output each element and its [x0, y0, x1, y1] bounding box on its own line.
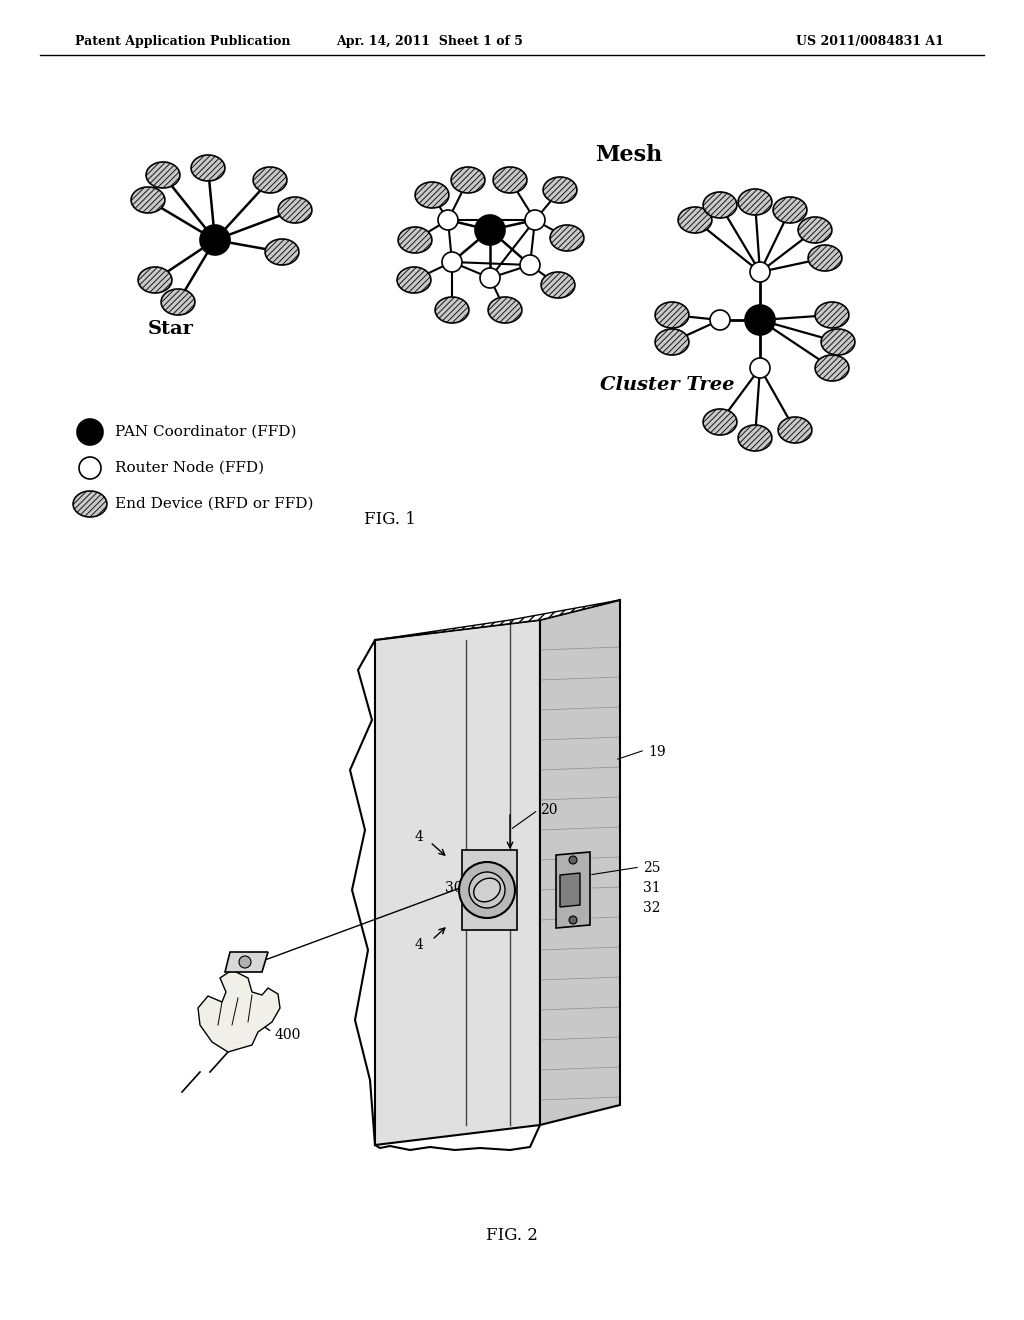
Polygon shape — [398, 227, 432, 253]
Circle shape — [79, 457, 101, 479]
Circle shape — [200, 224, 230, 255]
Text: Patent Application Publication: Patent Application Publication — [75, 36, 291, 49]
Circle shape — [442, 252, 462, 272]
Polygon shape — [550, 224, 584, 251]
Circle shape — [438, 210, 458, 230]
Polygon shape — [703, 191, 737, 218]
Polygon shape — [462, 850, 517, 931]
Text: Cluster Tree: Cluster Tree — [600, 376, 734, 393]
Text: PAN Coordinator (FFD): PAN Coordinator (FFD) — [115, 425, 297, 440]
Circle shape — [710, 310, 730, 330]
Polygon shape — [198, 970, 280, 1052]
Polygon shape — [375, 601, 620, 640]
Polygon shape — [253, 168, 287, 193]
Polygon shape — [543, 177, 577, 203]
Polygon shape — [655, 302, 689, 327]
Text: FIG. 1: FIG. 1 — [365, 511, 416, 528]
Polygon shape — [821, 329, 855, 355]
Circle shape — [239, 956, 251, 968]
Polygon shape — [73, 491, 106, 517]
Polygon shape — [452, 168, 485, 193]
Polygon shape — [703, 409, 737, 436]
Text: 19: 19 — [648, 744, 666, 759]
Polygon shape — [225, 952, 268, 972]
Polygon shape — [161, 289, 195, 315]
Polygon shape — [541, 272, 574, 298]
Text: Mesh: Mesh — [595, 144, 663, 166]
Circle shape — [520, 255, 540, 275]
Circle shape — [569, 916, 577, 924]
Text: 32: 32 — [643, 902, 660, 915]
Circle shape — [77, 418, 103, 445]
Circle shape — [745, 305, 775, 335]
Polygon shape — [738, 425, 772, 451]
Polygon shape — [488, 297, 522, 323]
Polygon shape — [678, 207, 712, 234]
Polygon shape — [778, 417, 812, 444]
Polygon shape — [815, 355, 849, 381]
Circle shape — [469, 873, 505, 908]
Text: 20: 20 — [540, 803, 557, 817]
Polygon shape — [540, 601, 620, 1125]
Polygon shape — [265, 239, 299, 265]
Polygon shape — [415, 182, 449, 209]
Polygon shape — [560, 873, 580, 907]
Polygon shape — [131, 187, 165, 213]
Polygon shape — [494, 168, 527, 193]
Text: 4: 4 — [415, 830, 424, 843]
Circle shape — [475, 215, 505, 246]
Text: 31: 31 — [643, 880, 660, 895]
Text: Router Node (FFD): Router Node (FFD) — [115, 461, 264, 475]
Text: FIG. 2: FIG. 2 — [486, 1226, 538, 1243]
Text: 400: 400 — [275, 1028, 301, 1041]
Circle shape — [750, 358, 770, 378]
Polygon shape — [798, 216, 831, 243]
Circle shape — [525, 210, 545, 230]
Ellipse shape — [474, 878, 501, 902]
Polygon shape — [815, 302, 849, 327]
Text: 30: 30 — [445, 880, 463, 895]
Text: End Device (RFD or FFD): End Device (RFD or FFD) — [115, 498, 313, 511]
Polygon shape — [138, 267, 172, 293]
Polygon shape — [773, 197, 807, 223]
Polygon shape — [279, 197, 312, 223]
Text: Star: Star — [148, 319, 194, 338]
Polygon shape — [556, 851, 590, 928]
Polygon shape — [146, 162, 180, 187]
Polygon shape — [397, 267, 431, 293]
Polygon shape — [738, 189, 772, 215]
Text: 25: 25 — [643, 861, 660, 875]
Circle shape — [480, 268, 500, 288]
Circle shape — [569, 855, 577, 865]
Polygon shape — [375, 620, 540, 1144]
Text: 4: 4 — [415, 939, 424, 952]
Polygon shape — [435, 297, 469, 323]
Circle shape — [750, 261, 770, 282]
Text: Apr. 14, 2011  Sheet 1 of 5: Apr. 14, 2011 Sheet 1 of 5 — [337, 36, 523, 49]
Polygon shape — [808, 246, 842, 271]
Polygon shape — [655, 329, 689, 355]
Circle shape — [459, 862, 515, 917]
Polygon shape — [191, 154, 225, 181]
Text: US 2011/0084831 A1: US 2011/0084831 A1 — [796, 36, 944, 49]
